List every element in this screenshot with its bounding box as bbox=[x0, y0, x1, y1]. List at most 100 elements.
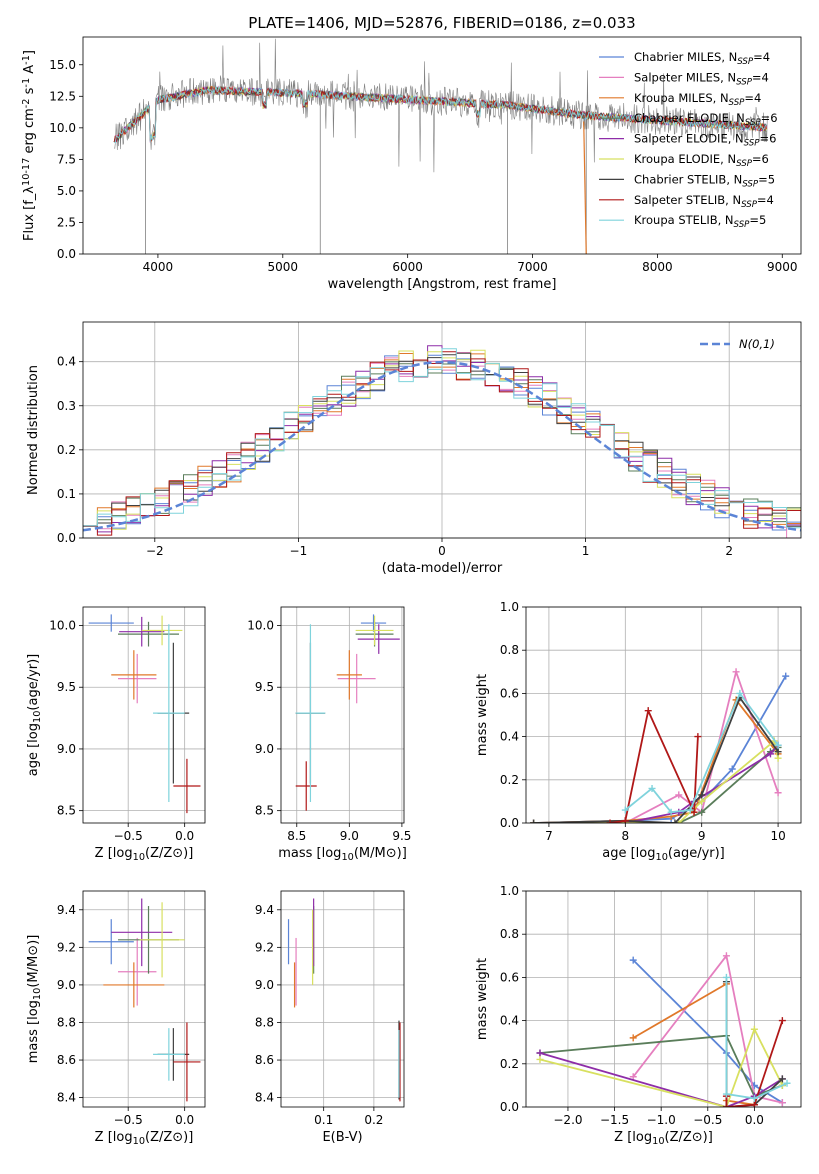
y-tick-label: 2.5 bbox=[57, 215, 76, 229]
weight-line-2 bbox=[533, 698, 779, 823]
age-vs-mass-chart: 8.5 9.0 9.5 8.5 9.0 9.5 10.0 mass [log10(M/M⊙)] bbox=[247, 606, 411, 863]
error-bar-point bbox=[295, 624, 326, 803]
error-bars bbox=[287, 898, 401, 1102]
x-tick-label: −1 bbox=[290, 544, 308, 558]
weight-line-0 bbox=[533, 675, 787, 823]
y-tick-label: 8.6 bbox=[255, 1053, 274, 1067]
weight-line-8 bbox=[725, 977, 788, 1100]
weight-marker bbox=[694, 733, 702, 741]
legend-entry: N(0,1) bbox=[739, 337, 775, 351]
error-bar-point bbox=[153, 1028, 185, 1081]
error-bar-point bbox=[118, 937, 157, 1006]
grid bbox=[526, 606, 801, 824]
axes-frame bbox=[280, 606, 405, 824]
weight-marker bbox=[629, 956, 637, 964]
x-tick-label: 0.1 bbox=[314, 1113, 333, 1127]
y-tick-label: 0.4 bbox=[500, 730, 519, 744]
weight-lines bbox=[536, 952, 791, 1107]
y-tick-label: 9.0 bbox=[57, 742, 76, 756]
spectrum-legend: Chabrier MILES, NSSP=4 Salpeter MILES, NS… bbox=[599, 50, 778, 230]
y-tick-label: 9.0 bbox=[255, 978, 274, 992]
weight-line-7 bbox=[725, 1020, 784, 1107]
x-axis-label: mass [log10(M/M⊙)] bbox=[278, 846, 407, 863]
y-tick-label: 0.0 bbox=[57, 531, 76, 545]
error-bar-point bbox=[295, 761, 317, 811]
y-tick-label: 8.8 bbox=[255, 1015, 274, 1029]
y-tick-label: 7.5 bbox=[57, 152, 76, 166]
y-tick-label: 0.2 bbox=[500, 773, 519, 787]
weight-line-1 bbox=[632, 953, 783, 1104]
y-axis-label: mass weight bbox=[475, 674, 490, 756]
error-bars bbox=[88, 614, 201, 814]
y-tick-label: 8.5 bbox=[255, 804, 274, 818]
spectrum-title: PLATE=1406, MJD=52876, FIBERID=0186, z=0… bbox=[248, 14, 635, 32]
y-tick-label: 0.1 bbox=[57, 487, 76, 501]
x-tick-label: 9000 bbox=[767, 260, 798, 274]
weight-marker bbox=[675, 819, 683, 823]
error-bar-point bbox=[360, 614, 387, 632]
weight-marker bbox=[606, 819, 614, 823]
x-tick-label: 1 bbox=[582, 544, 590, 558]
x-tick-label: 0.0 bbox=[745, 1113, 764, 1127]
y-tick-label: 0.4 bbox=[500, 1014, 519, 1028]
model-line-8 bbox=[113, 85, 767, 144]
y-axis-label: Normed distribution bbox=[26, 365, 41, 495]
error-bars bbox=[295, 614, 400, 811]
error-bar-point bbox=[118, 653, 157, 704]
x-tick-label: 8 bbox=[621, 829, 629, 843]
model-drop bbox=[583, 121, 587, 254]
error-bar-point bbox=[88, 919, 134, 965]
axes-frame bbox=[525, 606, 802, 824]
x-tick-label: −0.5 bbox=[114, 1113, 143, 1127]
weight-marker bbox=[736, 689, 744, 697]
normal-curve bbox=[83, 360, 801, 532]
legend-entry: Kroupa ELODIE, NSSP=6 bbox=[634, 152, 769, 169]
weight-marker bbox=[698, 808, 706, 816]
error-bar-point bbox=[153, 624, 185, 803]
grid bbox=[83, 607, 205, 823]
weight-marker bbox=[667, 808, 675, 816]
x-tick-label: 0.2 bbox=[364, 1113, 383, 1127]
x-axis-label: Z [log10(Z/Z⊙)] bbox=[95, 846, 194, 863]
weight-line-7 bbox=[609, 707, 699, 823]
weight-marker bbox=[774, 748, 782, 756]
weight-marker bbox=[774, 754, 782, 762]
y-tick-label: 8.5 bbox=[57, 804, 76, 818]
weight-marker bbox=[675, 791, 683, 799]
x-axis-label: Z [log10(Z/Z⊙)] bbox=[95, 1130, 194, 1147]
weight-line-6 bbox=[533, 695, 779, 823]
error-bar-point bbox=[173, 1022, 201, 1102]
observed-spectrum-line bbox=[114, 38, 768, 173]
axes-frame bbox=[525, 890, 802, 1108]
histogram-8 bbox=[83, 348, 801, 538]
y-axis-label: age [log10(age/yr)] bbox=[26, 654, 43, 777]
y-tick-label: 0.2 bbox=[500, 1057, 519, 1071]
error-bar-point bbox=[173, 758, 201, 814]
mass-vs-ebv-chart: 0.1 0.2 8.4 8.6 8.8 9.0 9.2 9.4 E(B-V) bbox=[255, 890, 405, 1145]
axes-frame bbox=[82, 890, 206, 1108]
y-tick-label: 0.8 bbox=[500, 927, 519, 941]
weight-line-8 bbox=[624, 691, 779, 814]
y-tick-label: 1.0 bbox=[500, 884, 519, 898]
weight-marker bbox=[774, 741, 782, 749]
legend-entry: Chabrier STELIB, NSSP=5 bbox=[634, 172, 775, 189]
error-bar-point bbox=[139, 902, 185, 978]
x-tick-label: −0.5 bbox=[114, 829, 143, 843]
axes-frame bbox=[82, 321, 802, 539]
error-bar-point bbox=[111, 650, 157, 700]
x-tick-label: 8.5 bbox=[287, 829, 306, 843]
error-bar-point bbox=[103, 962, 165, 1008]
spectrum-chart: 4000 5000 6000 7000 8000 9000 0.0 2.5 5.0 7.5 10.0… bbox=[21, 14, 802, 292]
y-tick-label: 8.4 bbox=[57, 1091, 76, 1105]
y-tick-label: 0.3 bbox=[57, 399, 76, 413]
x-axis-label: wavelength [Angstrom, rest frame] bbox=[328, 277, 557, 292]
weight-marker bbox=[778, 1075, 786, 1083]
x-tick-label: 4000 bbox=[143, 260, 174, 274]
weight-marker bbox=[671, 819, 679, 823]
weight-marker bbox=[778, 1099, 786, 1107]
x-tick-label: 0.0 bbox=[175, 829, 194, 843]
weight-lines bbox=[530, 668, 790, 823]
mass-weight-z-chart: −2.0 −1.5 −1.0 −0.5 0.0 0.0 0.2 0.4 0.6 0.8 1.0 Z [… bbox=[475, 884, 802, 1147]
x-tick-label: 8000 bbox=[642, 260, 673, 274]
error-bar-point bbox=[337, 653, 376, 704]
